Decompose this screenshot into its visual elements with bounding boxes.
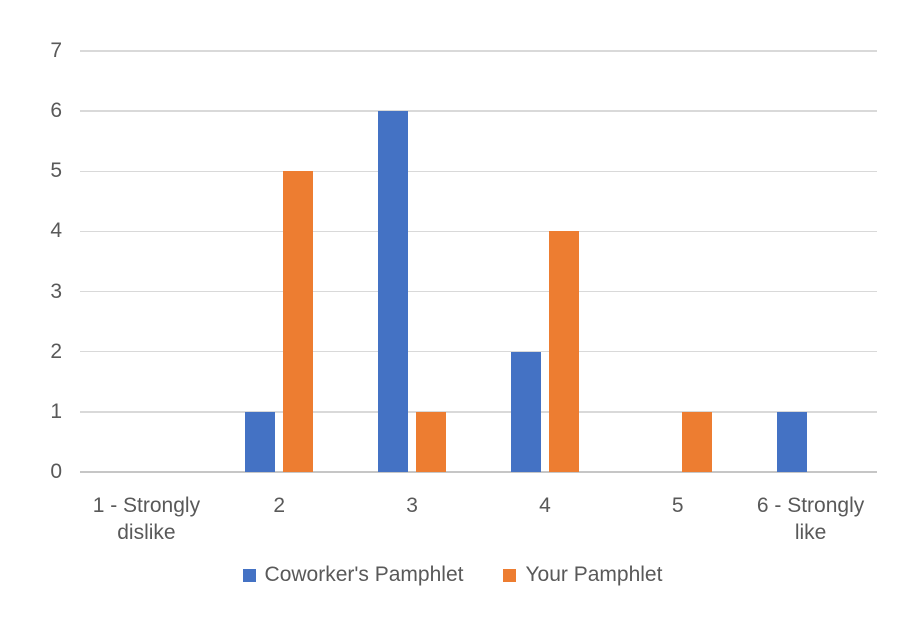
y-tick-label: 1 — [50, 399, 62, 423]
gridline — [80, 411, 877, 413]
y-tick-label: 0 — [50, 460, 62, 483]
bar-series1-cat4 — [511, 351, 541, 472]
x-tick-label: 2 — [273, 494, 286, 517]
x-tick-label: 5 — [671, 494, 684, 517]
gridline — [80, 110, 877, 112]
y-tick-label: 7 — [50, 39, 62, 62]
x-tick-label: 3 — [406, 494, 418, 517]
bar-series1-cat3 — [378, 111, 408, 472]
legend-item: Your Pamphlet — [503, 562, 662, 588]
bar-series2-cat2 — [283, 171, 313, 472]
legend: Coworker's Pamphlet Your Pamphlet — [0, 562, 905, 588]
y-tick-label: 6 — [50, 99, 62, 123]
bar-series1-cat2 — [245, 411, 275, 472]
gridline — [80, 50, 877, 52]
x-tick-label: 6 - Strongly like — [756, 494, 865, 544]
y-tick-label: 2 — [50, 339, 62, 363]
gridline — [80, 230, 877, 233]
y-tick-label: 5 — [50, 159, 62, 183]
bar-series2-cat3 — [416, 411, 446, 472]
y-tick-label: 4 — [50, 219, 62, 243]
gridline — [80, 351, 877, 353]
x-tick-label: 4 — [539, 494, 551, 517]
legend-item: Coworker's Pamphlet — [242, 562, 464, 588]
bar-series2-cat4 — [549, 231, 579, 472]
legend-swatch-icon — [242, 568, 256, 582]
y-tick-label: 3 — [50, 279, 62, 303]
legend-label: Your Pamphlet — [525, 563, 663, 586]
gridline — [80, 170, 877, 172]
bar-series2-cat5 — [682, 411, 712, 472]
gridline — [80, 290, 877, 293]
bar-series1-cat6 — [777, 411, 807, 472]
x-axis-line — [80, 471, 877, 473]
x-tick-label: 1 - Strongly dislike — [92, 494, 201, 544]
legend-label: Coworker's Pamphlet — [264, 563, 464, 586]
legend-swatch-icon — [503, 568, 517, 582]
